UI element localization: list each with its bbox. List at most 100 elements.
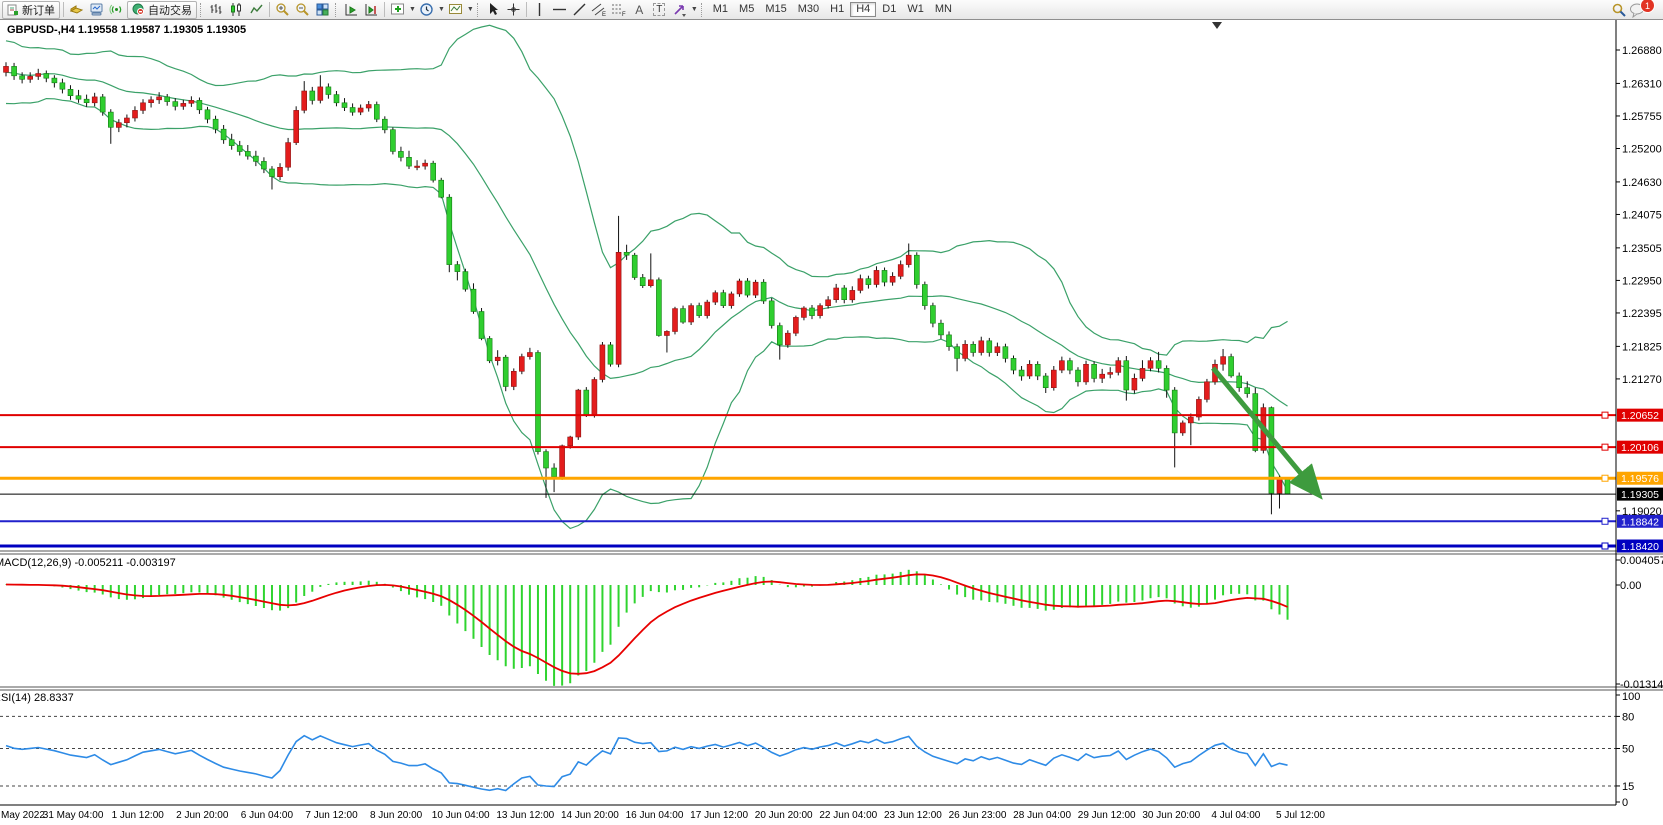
vertical-line-tool[interactable] [530, 2, 549, 18]
chart-area[interactable]: 1.20652 1.20106 1.19576 1.19305 1.18842 1.184… [0, 20, 1663, 825]
macd-pane [5, 569, 1289, 686]
arrows-tool[interactable] [670, 2, 689, 18]
tile-windows-icon [316, 3, 329, 16]
channel-tool[interactable]: E [590, 2, 609, 18]
svg-text:0.00: 0.00 [1620, 580, 1641, 592]
new-order-icon [7, 4, 18, 15]
svg-text:31 May 04:00: 31 May 04:00 [43, 810, 104, 821]
svg-text:20 Jun 20:00: 20 Jun 20:00 [755, 810, 813, 821]
zoom-out-button[interactable] [293, 2, 312, 18]
text-tool[interactable]: A [630, 2, 649, 18]
trendline-icon [573, 3, 586, 16]
terminal-button[interactable] [87, 2, 106, 18]
fibo-glyph: F [622, 12, 626, 17]
indicators-button[interactable] [388, 2, 407, 18]
annotations[interactable] [1211, 22, 1323, 500]
horizontal-line-tool[interactable] [550, 2, 569, 18]
tf-m5[interactable]: M5 [739, 3, 755, 15]
periods-button[interactable] [417, 2, 436, 18]
svg-text:28 Jun 04:00: 28 Jun 04:00 [1013, 810, 1071, 821]
svg-text:2 Jun 20:00: 2 Jun 20:00 [176, 810, 229, 821]
periods-dropdown-arrow[interactable]: ▼ [437, 6, 445, 13]
svg-text:1.24075: 1.24075 [1622, 209, 1662, 221]
toolbar-grip [700, 2, 705, 17]
svg-text:1.22950: 1.22950 [1622, 275, 1662, 287]
tf-w1[interactable]: W1 [907, 3, 924, 15]
svg-text:1.20652: 1.20652 [1621, 410, 1659, 422]
svg-text:80: 80 [1622, 711, 1634, 723]
rsi-pane [0, 715, 1616, 792]
svg-text:15: 15 [1622, 781, 1634, 793]
auto-trading-button[interactable]: 自动交易 [127, 0, 197, 19]
svg-text:7 Jun 12:00: 7 Jun 12:00 [305, 810, 358, 821]
zoom-in-icon [276, 3, 289, 16]
terminal-icon [90, 3, 103, 16]
zoom-in-button[interactable] [273, 2, 292, 18]
toolbar: 新订单 自动交易 ▼ ▼ ▼ [0, 0, 1663, 20]
template-icon [448, 4, 462, 14]
signal-icon [109, 4, 122, 15]
new-order-button[interactable]: 新订单 [2, 0, 60, 19]
tf-mn[interactable]: MN [934, 3, 952, 15]
tf-m1[interactable]: M1 [712, 3, 729, 15]
market-watch-button[interactable] [67, 2, 86, 18]
svg-text:0: 0 [1622, 797, 1628, 809]
text-label-tool[interactable]: T [650, 2, 669, 18]
svg-text:22 Jun 04:00: 22 Jun 04:00 [819, 810, 877, 821]
price-scale[interactable]: 1.20652 1.20106 1.19576 1.19305 1.18842 1.184… [1616, 45, 1663, 809]
candlestick-icon [231, 3, 241, 16]
signals-button[interactable] [107, 2, 126, 18]
svg-text:1.19576: 1.19576 [1621, 473, 1659, 485]
pane-frame [0, 20, 1663, 806]
fibonacci-icon: F [612, 4, 626, 17]
crosshair-tool[interactable] [504, 2, 523, 18]
cursor-icon [489, 3, 498, 15]
trendline-tool[interactable] [570, 2, 589, 18]
templates-dropdown-arrow[interactable]: ▼ [466, 6, 474, 13]
svg-text:29 Jun 12:00: 29 Jun 12:00 [1078, 810, 1136, 821]
arrows-tool-icon [674, 5, 686, 17]
cursor-tool[interactable] [484, 2, 503, 18]
channel-glyph: E [602, 12, 606, 17]
svg-text:17 Jun 12:00: 17 Jun 12:00 [690, 810, 748, 821]
svg-text:1.19305: 1.19305 [1621, 489, 1659, 501]
candlestick-button[interactable] [227, 2, 246, 18]
svg-text:16 Jun 04:00: 16 Jun 04:00 [626, 810, 684, 821]
tile-windows-button[interactable] [313, 2, 332, 18]
arrows-dropdown-arrow[interactable]: ▼ [690, 6, 698, 13]
fibonacci-tool[interactable]: F [610, 2, 629, 18]
indicators-icon [391, 3, 404, 15]
line-chart-button[interactable] [247, 2, 266, 18]
tf-h4-active[interactable]: H4 [850, 2, 877, 17]
svg-text:1.25200: 1.25200 [1622, 143, 1662, 155]
svg-text:30 Jun 20:00: 30 Jun 20:00 [1142, 810, 1200, 821]
svg-text:14 Jun 20:00: 14 Jun 20:00 [561, 810, 619, 821]
auto-scroll-button[interactable] [342, 2, 361, 18]
svg-text:5 Jul 12:00: 5 Jul 12:00 [1276, 810, 1325, 821]
tf-m15[interactable]: M15 [765, 3, 787, 15]
svg-text:May 2022: May 2022 [1, 810, 45, 821]
search-icon[interactable] [1611, 2, 1627, 18]
templates-button[interactable] [446, 2, 465, 18]
horizontal-line-icon [552, 8, 566, 11]
bar-chart-icon [210, 4, 222, 14]
svg-text:1.21270: 1.21270 [1622, 374, 1662, 386]
svg-text:1.26880: 1.26880 [1622, 45, 1662, 57]
bar-chart-button[interactable] [207, 2, 226, 18]
indicators-dropdown-arrow[interactable]: ▼ [409, 6, 416, 13]
tf-h1[interactable]: H1 [830, 3, 845, 15]
horizontal-level-lines[interactable] [0, 411, 1616, 550]
svg-text:1.18420: 1.18420 [1621, 541, 1659, 553]
rsi-label: RSI(14) 28.8337 [0, 692, 74, 704]
tf-d1[interactable]: D1 [882, 3, 897, 15]
chart-shift-button[interactable] [362, 2, 381, 18]
separator [269, 2, 270, 17]
tf-m30[interactable]: M30 [797, 3, 820, 15]
auto-trading-icon [132, 3, 144, 15]
svg-text:8 Jun 20:00: 8 Jun 20:00 [370, 810, 423, 821]
bollinger-bands [5, 24, 1289, 530]
notification-badge[interactable]: 1 [1640, 0, 1655, 13]
svg-text:1 Jun 12:00: 1 Jun 12:00 [112, 810, 165, 821]
svg-text:1.18842: 1.18842 [1621, 516, 1659, 528]
